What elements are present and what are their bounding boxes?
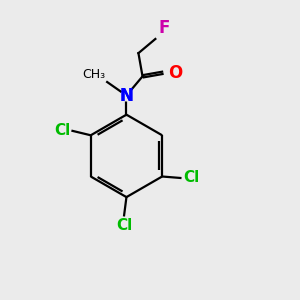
Text: N: N (119, 86, 134, 104)
Text: Cl: Cl (116, 218, 132, 233)
Circle shape (121, 90, 132, 101)
Text: CH₃: CH₃ (82, 68, 106, 80)
Text: F: F (158, 20, 170, 38)
Text: O: O (168, 64, 182, 82)
Text: Cl: Cl (183, 170, 199, 185)
Text: N: N (119, 86, 134, 104)
Text: Cl: Cl (54, 123, 70, 138)
